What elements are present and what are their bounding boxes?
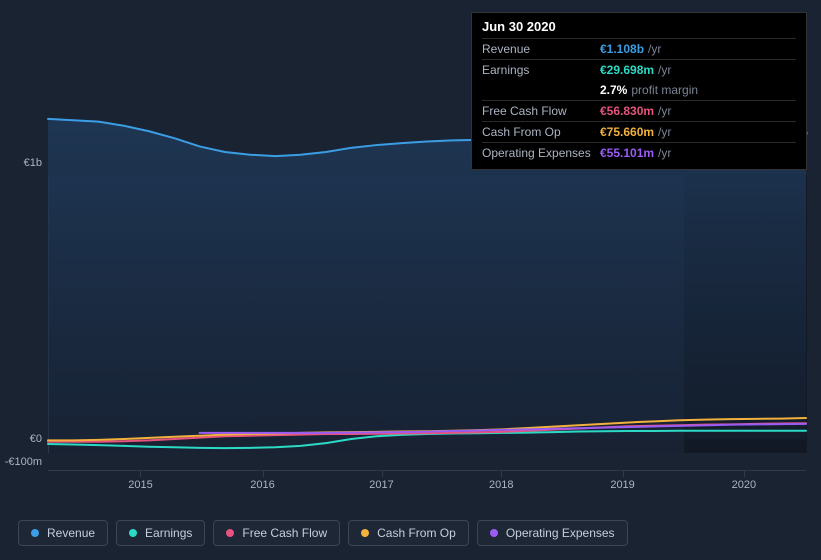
x-tick xyxy=(501,471,502,477)
y-tick-label: €1b xyxy=(24,157,42,169)
legend-dot-icon xyxy=(31,529,39,537)
tooltip-value: €56.830m xyxy=(600,103,654,119)
legend-item-free-cash-flow[interactable]: Free Cash Flow xyxy=(213,520,340,546)
tooltip-subsuffix: profit margin xyxy=(631,82,698,98)
x-tick-label: 2018 xyxy=(489,479,513,491)
tooltip-suffix: /yr xyxy=(648,41,661,57)
y-axis: €1b €0 -€100m xyxy=(0,0,48,470)
chart-tooltip: Jun 30 2020 Revenue€1.108b/yrEarnings€29… xyxy=(471,12,807,170)
legend-item-cash-from-op[interactable]: Cash From Op xyxy=(348,520,469,546)
chart-legend: Revenue Earnings Free Cash Flow Cash From O… xyxy=(18,520,628,546)
x-tick xyxy=(623,471,624,477)
x-tick xyxy=(744,471,745,477)
x-tick xyxy=(382,471,383,477)
tooltip-suffix: /yr xyxy=(658,145,671,161)
x-tick-label: 2016 xyxy=(250,479,274,491)
tooltip-label: Revenue xyxy=(482,41,600,57)
tooltip-value: €75.660m xyxy=(600,124,654,140)
tooltip-row: Cash From Op€75.660m/yr xyxy=(482,121,796,142)
tooltip-subvalue: 2.7% xyxy=(600,82,627,98)
x-tick-label: 2019 xyxy=(610,479,634,491)
legend-dot-icon xyxy=(226,529,234,537)
legend-label: Free Cash Flow xyxy=(242,526,327,540)
tooltip-row: Free Cash Flow€56.830m/yr xyxy=(482,100,796,121)
tooltip-suffix: /yr xyxy=(658,124,671,140)
chart-lines xyxy=(48,175,806,470)
x-tick xyxy=(140,471,141,477)
legend-dot-icon xyxy=(129,529,137,537)
legend-label: Revenue xyxy=(47,526,95,540)
tooltip-row: Operating Expenses€55.101m/yr xyxy=(482,142,796,163)
tooltip-value: €55.101m xyxy=(600,145,654,161)
legend-item-operating-expenses[interactable]: Operating Expenses xyxy=(477,520,628,546)
x-tick-label: 2017 xyxy=(369,479,393,491)
tooltip-suffix: /yr xyxy=(658,103,671,119)
tooltip-label: Operating Expenses xyxy=(482,145,600,161)
legend-label: Cash From Op xyxy=(377,526,456,540)
legend-label: Operating Expenses xyxy=(506,526,615,540)
y-tick-label: €0 xyxy=(30,433,42,445)
y-tick-label: -€100m xyxy=(5,456,42,468)
tooltip-label: Earnings xyxy=(482,62,600,78)
legend-label: Earnings xyxy=(145,526,192,540)
legend-item-earnings[interactable]: Earnings xyxy=(116,520,205,546)
tooltip-label: Cash From Op xyxy=(482,124,600,140)
tooltip-row: Earnings€29.698m/yr xyxy=(482,59,796,80)
x-tick-label: 2020 xyxy=(732,479,756,491)
tooltip-suffix: /yr xyxy=(658,62,671,78)
tooltip-label: Free Cash Flow xyxy=(482,103,600,119)
legend-item-revenue[interactable]: Revenue xyxy=(18,520,108,546)
tooltip-row: Revenue€1.108b/yr xyxy=(482,38,796,59)
x-tick-label: 2015 xyxy=(128,479,152,491)
legend-dot-icon xyxy=(490,529,498,537)
tooltip-date: Jun 30 2020 xyxy=(482,19,796,38)
x-tick xyxy=(263,471,264,477)
tooltip-subrow: 2.7%profit margin xyxy=(482,80,796,100)
tooltip-value: €1.108b xyxy=(600,41,644,57)
legend-dot-icon xyxy=(361,529,369,537)
x-axis: 2015 2016 2017 2018 2019 2020 xyxy=(48,470,806,500)
tooltip-value: €29.698m xyxy=(600,62,654,78)
